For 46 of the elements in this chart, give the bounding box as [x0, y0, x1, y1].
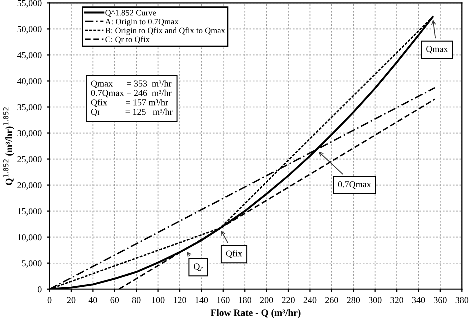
legend-label: A: Origin to 0.7Qmax — [105, 18, 179, 26]
x-tick-label: 260 — [326, 297, 338, 304]
x-tick-label: 340 — [412, 297, 426, 304]
y-tick-label: 20,000 — [18, 182, 42, 190]
x-tick-label: 300 — [368, 297, 382, 304]
y-tick-label: 55,000 — [18, 0, 42, 8]
x-tick-label: 60 — [110, 297, 120, 304]
x-axis-title: Flow Rate - Q (m³/hr) — [210, 309, 301, 318]
annotation: Q$_{r}$ — [194, 264, 204, 272]
y-tick-label: 25,000 — [18, 156, 42, 164]
x-tick-label: 240 — [304, 297, 317, 304]
y-tick-label: 5,000 — [22, 260, 42, 268]
x-tick-label: 320 — [390, 297, 404, 304]
x-tick-label: 140 — [196, 297, 208, 304]
x-tick-label: 120 — [174, 297, 186, 304]
x-tick-label: 360 — [434, 297, 447, 304]
annotation: Qfix — [226, 250, 242, 258]
y-tick-label: 0 — [38, 286, 42, 293]
x-tick-label: 200 — [260, 297, 274, 304]
y-tick-label: 15,000 — [18, 208, 42, 216]
y-tick-label: 30,000 — [18, 130, 42, 138]
x-tick-label: 100 — [152, 297, 165, 304]
x-tick-label: 220 — [282, 297, 295, 304]
legend-label: Q^1.852 Curve — [106, 10, 156, 18]
x-tick-label: 280 — [347, 297, 360, 304]
annotation: Qr = 125 m³/hr — [91, 108, 173, 116]
y-tick-label: 35,000 — [18, 104, 42, 112]
annotation: 0.7Qmax — [338, 181, 372, 189]
annotation: Qmax = 353 m³/hr — [91, 80, 172, 88]
y-tick-label: 40,000 — [17, 78, 42, 86]
x-tick-label: 0 — [48, 297, 52, 304]
annotation: Qmax — [426, 46, 448, 54]
y-tick-label: 10,000 — [18, 234, 42, 242]
x-tick-label: 180 — [239, 297, 252, 304]
annotation: 0.7Qmax = 246 m³/hr — [91, 90, 172, 98]
x-tick-label: 40 — [88, 297, 98, 304]
x-tick-label: 80 — [132, 297, 141, 304]
x-tick-label: 380 — [456, 297, 469, 304]
annotation: Qfix = 157 m³/hr — [91, 99, 168, 108]
y-tick-label: 45,000 — [17, 52, 42, 60]
legend-label: B: Origin to Qfix and Qfix to Qmax — [106, 28, 226, 36]
x-tick-label: 20 — [67, 297, 76, 304]
y-tick-label: 50,000 — [18, 26, 42, 34]
x-tick-label: 160 — [217, 297, 230, 304]
legend-label: C: Qr to Qfix — [106, 36, 150, 44]
y-axis-title: Q$^{1.852}$ (m³/hr)$^{1.852}$ — [4, 108, 14, 186]
